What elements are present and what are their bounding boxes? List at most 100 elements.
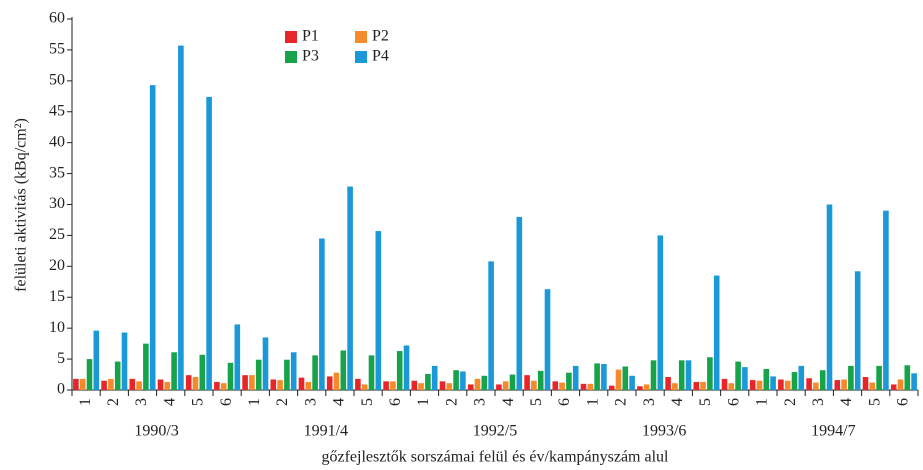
bar (665, 377, 671, 390)
bar (848, 365, 854, 390)
x-tick-label: 6 (556, 398, 573, 406)
bar (157, 379, 164, 390)
x-tick-label: 1 (584, 398, 601, 406)
bar (890, 384, 897, 390)
x-tick-label: 6 (895, 398, 912, 406)
y-tick-label: 10 (49, 319, 65, 336)
x-tick-label: 4 (838, 398, 855, 406)
bar (227, 362, 234, 390)
bar (101, 380, 107, 390)
bar (524, 375, 530, 390)
legend-label: P1 (302, 28, 319, 45)
bar (826, 204, 833, 390)
bar (862, 377, 869, 390)
bar (460, 371, 466, 390)
x-tick-label: 3 (302, 398, 319, 406)
bar (572, 365, 579, 390)
bar (453, 370, 459, 390)
bar (650, 360, 657, 390)
bar (185, 375, 192, 390)
bar (418, 383, 424, 390)
bar (502, 381, 509, 390)
legend-swatch (285, 31, 297, 43)
bar (93, 330, 100, 390)
bar (108, 378, 114, 390)
bar (791, 372, 798, 390)
y-tick-label: 0 (57, 381, 65, 398)
y-tick-label: 30 (49, 195, 65, 212)
bar (234, 324, 241, 390)
bar (277, 380, 283, 390)
bar (481, 375, 488, 390)
bar (904, 365, 911, 390)
bar (883, 210, 889, 390)
x-tick-label: 4 (500, 398, 517, 406)
legend-label: P2 (372, 28, 389, 45)
bar (763, 368, 770, 390)
y-tick-label: 5 (57, 350, 65, 367)
bar (355, 378, 361, 390)
bar (121, 332, 128, 390)
bar (784, 380, 791, 390)
bar (707, 357, 713, 390)
bar (678, 360, 685, 390)
x-tick-label: 1 (77, 398, 94, 406)
bar (164, 381, 171, 390)
x-tick-label: 1 (415, 398, 432, 406)
bar (214, 381, 220, 390)
bar (298, 377, 305, 390)
bar (73, 378, 79, 390)
bar (637, 386, 643, 390)
bar (375, 231, 382, 390)
bar (368, 355, 375, 390)
bar (834, 380, 841, 390)
bar (778, 379, 784, 390)
y-tick-label: 15 (49, 288, 65, 305)
y-tick-label: 45 (49, 102, 65, 119)
x-tick-label: 4 (669, 398, 686, 406)
bar (672, 383, 678, 390)
x-tick-label: 5 (866, 398, 883, 406)
bar (594, 363, 600, 390)
bar (806, 378, 812, 390)
bar (601, 364, 607, 390)
y-tick-label: 25 (49, 226, 65, 243)
bar (629, 375, 635, 390)
bar (474, 378, 481, 390)
bar (813, 382, 819, 390)
bar (319, 238, 325, 390)
bar (467, 384, 474, 390)
legend-label: P3 (302, 48, 319, 65)
x-tick-label: 4 (331, 398, 348, 406)
bar (431, 365, 438, 390)
bar (509, 374, 516, 390)
bar (390, 381, 396, 390)
legend-label: P4 (372, 48, 389, 65)
bar (587, 383, 594, 390)
bar (728, 383, 735, 390)
bar (79, 378, 86, 390)
bar (721, 378, 728, 390)
bar (742, 367, 748, 390)
bar (86, 359, 93, 390)
bar (242, 375, 248, 390)
y-tick-label: 35 (49, 164, 65, 181)
x-tick-label: 5 (190, 398, 207, 406)
legend-swatch (285, 51, 297, 63)
bar (143, 343, 149, 390)
x-axis-label: gőzfejlesztők sorszámai felül és év/kamp… (322, 449, 670, 466)
y-tick-label: 60 (49, 10, 65, 27)
bar (608, 385, 615, 390)
bar (192, 377, 199, 390)
bar (270, 379, 277, 390)
group-label: 1993/6 (642, 423, 686, 440)
bar (657, 235, 664, 390)
bar (749, 380, 756, 390)
y-tick-label: 55 (49, 41, 65, 58)
bar (129, 378, 136, 390)
group-label: 1990/3 (134, 423, 178, 440)
bar (340, 350, 347, 390)
bar (622, 366, 629, 390)
bar (425, 373, 431, 390)
